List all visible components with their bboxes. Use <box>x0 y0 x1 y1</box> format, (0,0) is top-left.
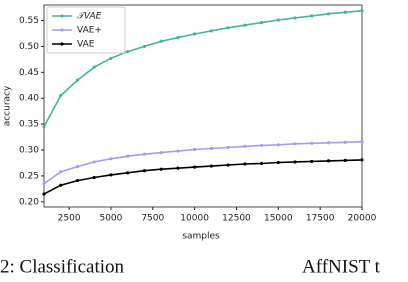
point <box>159 167 163 171</box>
point <box>75 78 80 82</box>
caption-fragment: 2: Classification <box>0 256 125 277</box>
y-tick-label: 0.35 <box>19 120 39 130</box>
point <box>276 18 280 22</box>
point <box>193 32 197 36</box>
point <box>109 56 113 60</box>
legend-label: 𝒯VAE <box>77 12 102 22</box>
point <box>360 158 364 162</box>
point <box>126 171 130 175</box>
point <box>326 12 331 16</box>
legend-label: VAE+ <box>77 26 102 36</box>
point <box>243 23 247 27</box>
point <box>126 50 130 54</box>
point <box>109 157 113 161</box>
point <box>226 145 230 150</box>
point <box>259 161 264 166</box>
y-axis-label: accuracy <box>3 85 13 126</box>
point <box>293 16 297 20</box>
legend-box <box>46 6 126 54</box>
series-line <box>43 140 363 185</box>
point <box>326 141 331 145</box>
legend-marker <box>60 14 64 18</box>
point <box>209 29 213 33</box>
point <box>193 147 197 152</box>
point <box>159 39 163 43</box>
x-tick-label: 17500 <box>306 214 335 224</box>
x-tick-label: 10000 <box>180 214 209 224</box>
point <box>310 141 314 145</box>
point <box>92 65 96 69</box>
point <box>193 165 197 169</box>
point <box>243 162 247 166</box>
point <box>75 178 80 183</box>
point <box>209 164 213 168</box>
y-tick-label: 0.25 <box>19 171 39 181</box>
point <box>142 169 147 173</box>
point <box>59 183 63 187</box>
point <box>293 142 297 146</box>
point <box>326 159 331 163</box>
caption-fragment: AffNIST t <box>302 256 381 277</box>
point <box>92 160 96 164</box>
x-axis-label: samples <box>182 232 220 242</box>
point <box>360 140 364 144</box>
point <box>159 151 163 155</box>
y-tick-label: 0.50 <box>19 42 39 52</box>
legend-marker <box>60 42 64 46</box>
point <box>126 154 130 158</box>
point <box>343 158 347 162</box>
x-tick-label: 7500 <box>141 214 164 224</box>
x-tick-label: 5000 <box>99 214 122 224</box>
y-tick-label: 0.55 <box>19 16 39 26</box>
point <box>310 14 314 18</box>
point <box>42 182 46 186</box>
point <box>42 125 46 129</box>
x-tick-label: 20000 <box>348 214 377 224</box>
point <box>276 143 280 147</box>
point <box>343 10 347 14</box>
series-line <box>43 159 363 195</box>
point <box>259 21 264 25</box>
point <box>142 44 147 49</box>
point <box>243 144 247 148</box>
y-tick-label: 0.30 <box>19 146 39 156</box>
point <box>293 160 297 164</box>
point <box>226 26 230 30</box>
y-tick-label: 0.20 <box>19 197 39 207</box>
point <box>276 160 280 165</box>
point <box>75 165 80 169</box>
point <box>310 159 314 164</box>
point <box>209 146 213 151</box>
point <box>59 94 63 98</box>
y-tick-label: 0.45 <box>19 68 39 78</box>
point <box>59 170 63 174</box>
point <box>109 173 113 177</box>
x-tick-label: 15000 <box>264 214 293 224</box>
point <box>259 143 264 147</box>
point <box>176 166 180 170</box>
x-tick-label: 12500 <box>222 214 251 224</box>
plot-frame <box>43 4 363 208</box>
legend-label: VAE <box>77 40 95 50</box>
legend-marker <box>60 28 64 32</box>
point <box>176 149 180 153</box>
point <box>142 152 147 156</box>
point <box>176 36 180 40</box>
point <box>343 140 347 144</box>
point <box>42 192 46 196</box>
y-tick-label: 0.40 <box>19 94 39 104</box>
series-line <box>43 9 363 128</box>
point <box>226 163 230 167</box>
point <box>92 175 96 180</box>
x-tick-label: 2500 <box>58 214 81 224</box>
point <box>360 9 364 13</box>
